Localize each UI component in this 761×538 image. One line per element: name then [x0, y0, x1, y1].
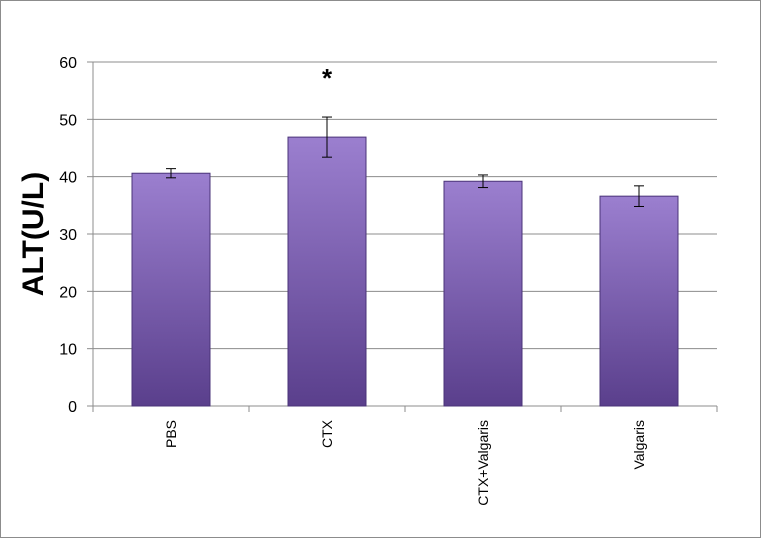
error-bars [166, 116, 644, 207]
significance-marker: * [322, 63, 333, 93]
labels: 0 10 20 30 40 50 60 PBS CTX CTX+Valgaris Valgaris * [59, 55, 647, 506]
y-tick-label: 30 [59, 227, 77, 244]
y-tick-label: 60 [59, 55, 77, 72]
bar-ctx-valgaris [443, 180, 523, 407]
x-category-label: PBS [163, 420, 179, 448]
y-axis-label: ALT(U/L) [17, 172, 50, 296]
y-tick-label: 20 [59, 284, 77, 301]
bar-pbs [131, 172, 211, 407]
y-tick-label: 40 [59, 170, 77, 187]
x-category-label: CTX [319, 419, 335, 448]
bars [131, 136, 679, 407]
y-tick-label: 50 [59, 112, 77, 129]
bar-valgaris [599, 195, 679, 407]
bar-ctx [287, 136, 367, 407]
x-category-label: CTX+Valgaris [475, 420, 491, 506]
x-category-label: Valgaris [631, 420, 647, 470]
y-tick-label: 0 [68, 399, 77, 416]
y-tick-label: 10 [59, 342, 77, 359]
